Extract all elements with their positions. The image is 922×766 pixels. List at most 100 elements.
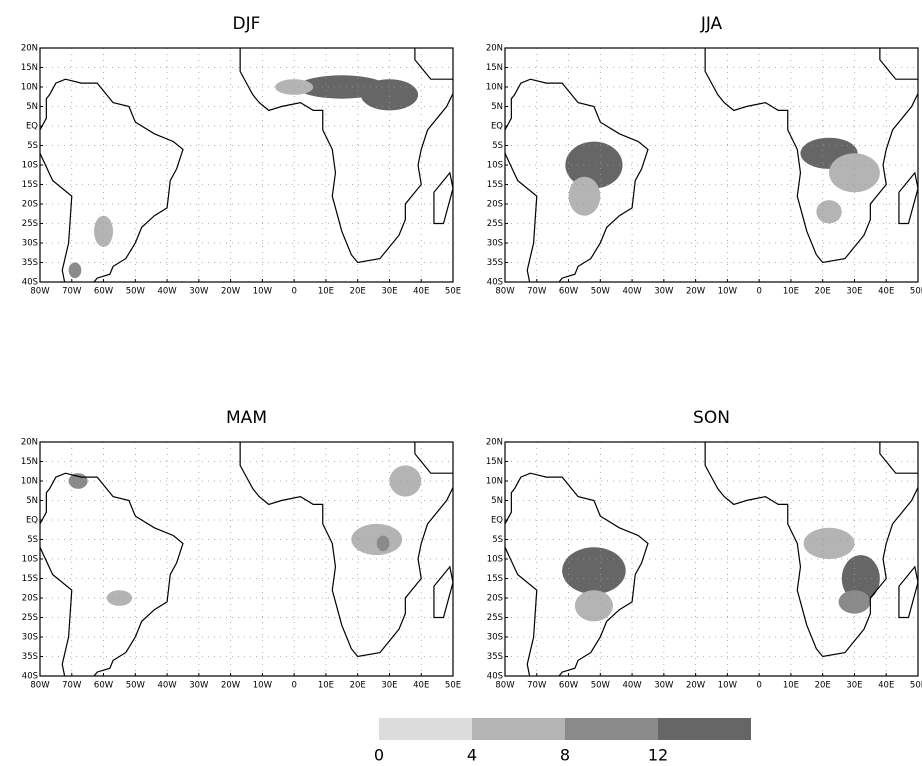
- shading: [389, 465, 422, 497]
- coastline: [40, 472, 184, 676]
- lat-tick-label: 15S: [487, 574, 503, 584]
- lon-tick-label: 10W: [253, 287, 273, 297]
- lat-tick-label: 10S: [487, 161, 503, 171]
- lon-tick-label: 30W: [654, 681, 674, 691]
- lon-tick-label: 20E: [815, 681, 831, 691]
- shading: [562, 547, 626, 595]
- shading: [841, 555, 880, 602]
- lon-tick-label: 50E: [445, 681, 461, 691]
- lat-tick-label: 10N: [486, 477, 503, 487]
- coastline: [505, 78, 649, 282]
- shading: [68, 473, 88, 489]
- lon-tick-label: 60W: [94, 287, 114, 297]
- lat-tick-label: 40S: [487, 672, 503, 682]
- lon-tick-label: 30W: [189, 287, 209, 297]
- panel-title: DJF: [233, 14, 261, 34]
- lat-tick-label: 30S: [22, 239, 38, 249]
- lon-tick-label: 40E: [413, 287, 429, 297]
- lon-tick-label: 0: [291, 287, 296, 297]
- lat-tick-label: 15S: [487, 180, 503, 190]
- lat-tick-label: 5N: [26, 102, 38, 112]
- lat-tick-label: 10N: [21, 477, 38, 487]
- lat-tick-label: 5N: [26, 496, 38, 506]
- panel-title: MAM: [226, 408, 267, 428]
- coastline: [239, 48, 453, 264]
- map-body: [505, 48, 918, 282]
- lon-tick-label: 20W: [686, 287, 706, 297]
- lon-tick-label: 80W: [30, 287, 50, 297]
- map-body: [505, 442, 918, 676]
- lon-tick-label: 10E: [318, 681, 334, 691]
- colorbar-label: 0: [374, 746, 384, 765]
- coastline: [239, 442, 453, 658]
- lon-tick-label: 60W: [559, 287, 579, 297]
- lat-tick-label: 30S: [487, 239, 503, 249]
- shading: [816, 200, 842, 224]
- lon-tick-label: 0: [756, 681, 761, 691]
- lon-tick-label: 30E: [846, 681, 862, 691]
- lat-tick-label: 20S: [22, 594, 38, 604]
- lat-tick-label: 10N: [486, 83, 503, 93]
- lon-tick-label: 40E: [878, 681, 894, 691]
- lat-tick-label: 25S: [22, 219, 38, 229]
- lon-tick-label: 40W: [622, 681, 642, 691]
- lat-tick-label: 40S: [487, 278, 503, 288]
- lat-tick-label: 15N: [21, 63, 38, 73]
- lon-tick-label: 30W: [654, 287, 674, 297]
- lat-tick-label: 40S: [22, 672, 38, 682]
- lat-tick-label: 5N: [491, 102, 503, 112]
- shading: [574, 590, 614, 622]
- lon-tick-label: 20W: [221, 681, 241, 691]
- colorbar-label: 4: [467, 746, 477, 765]
- lon-tick-label: 80W: [495, 287, 515, 297]
- coastline: [898, 565, 918, 619]
- lat-tick-label: 5S: [492, 535, 503, 545]
- map-frame: [504, 441, 919, 677]
- shading: [568, 176, 601, 216]
- lon-tick-label: 10W: [718, 287, 738, 297]
- lon-tick-label: 50W: [591, 681, 611, 691]
- lat-tick-label: 25S: [487, 219, 503, 229]
- lon-tick-label: 70W: [527, 681, 547, 691]
- lat-tick-label: 25S: [22, 613, 38, 623]
- colorbar-segment: [658, 718, 751, 740]
- shading: [68, 262, 82, 279]
- lat-tick-label: 35S: [22, 258, 38, 268]
- coastline: [433, 565, 453, 619]
- lat-tick-label: 20N: [486, 438, 503, 448]
- lat-tick-label: EQ: [491, 122, 503, 132]
- lon-tick-label: 30E: [381, 287, 397, 297]
- lat-tick-label: 30S: [22, 633, 38, 643]
- lat-tick-label: 5S: [27, 141, 38, 151]
- lat-tick-label: 20N: [21, 44, 38, 54]
- lon-tick-label: 40E: [413, 681, 429, 691]
- lat-tick-label: 35S: [487, 258, 503, 268]
- lon-tick-label: 50W: [126, 681, 146, 691]
- map-panel: DJF 80W 70W 60W 50W 40W 30W 20W 10W 0 10E 20E 30E 40E…: [21, 14, 461, 297]
- shading: [838, 590, 871, 614]
- lat-tick-label: 5S: [27, 535, 38, 545]
- lon-tick-label: 70W: [62, 681, 82, 691]
- lat-tick-label: 5N: [491, 496, 503, 506]
- shading: [829, 153, 880, 193]
- lon-tick-label: 40W: [157, 287, 177, 297]
- lon-tick-label: 30E: [381, 681, 397, 691]
- lon-tick-label: 0: [756, 287, 761, 297]
- lat-tick-label: 35S: [22, 652, 38, 662]
- lon-tick-label: 80W: [30, 681, 50, 691]
- coastline: [433, 171, 453, 225]
- map-panel: SON 80W 70W 60W 50W 40W 30W 20W 10W 0 10E 20E 30E 40E…: [486, 408, 922, 691]
- lon-tick-label: 10E: [783, 681, 799, 691]
- map-body: [40, 48, 453, 282]
- panel-title: SON: [693, 408, 730, 428]
- lon-tick-label: 10W: [718, 681, 738, 691]
- lon-tick-label: 50W: [591, 287, 611, 297]
- lon-tick-label: 60W: [94, 681, 114, 691]
- lon-tick-label: 30E: [846, 287, 862, 297]
- coastline: [704, 442, 918, 658]
- lon-tick-label: 20E: [350, 681, 366, 691]
- lat-tick-label: 15N: [486, 63, 503, 73]
- colorbar-segment: [565, 718, 658, 740]
- coastline: [704, 48, 918, 264]
